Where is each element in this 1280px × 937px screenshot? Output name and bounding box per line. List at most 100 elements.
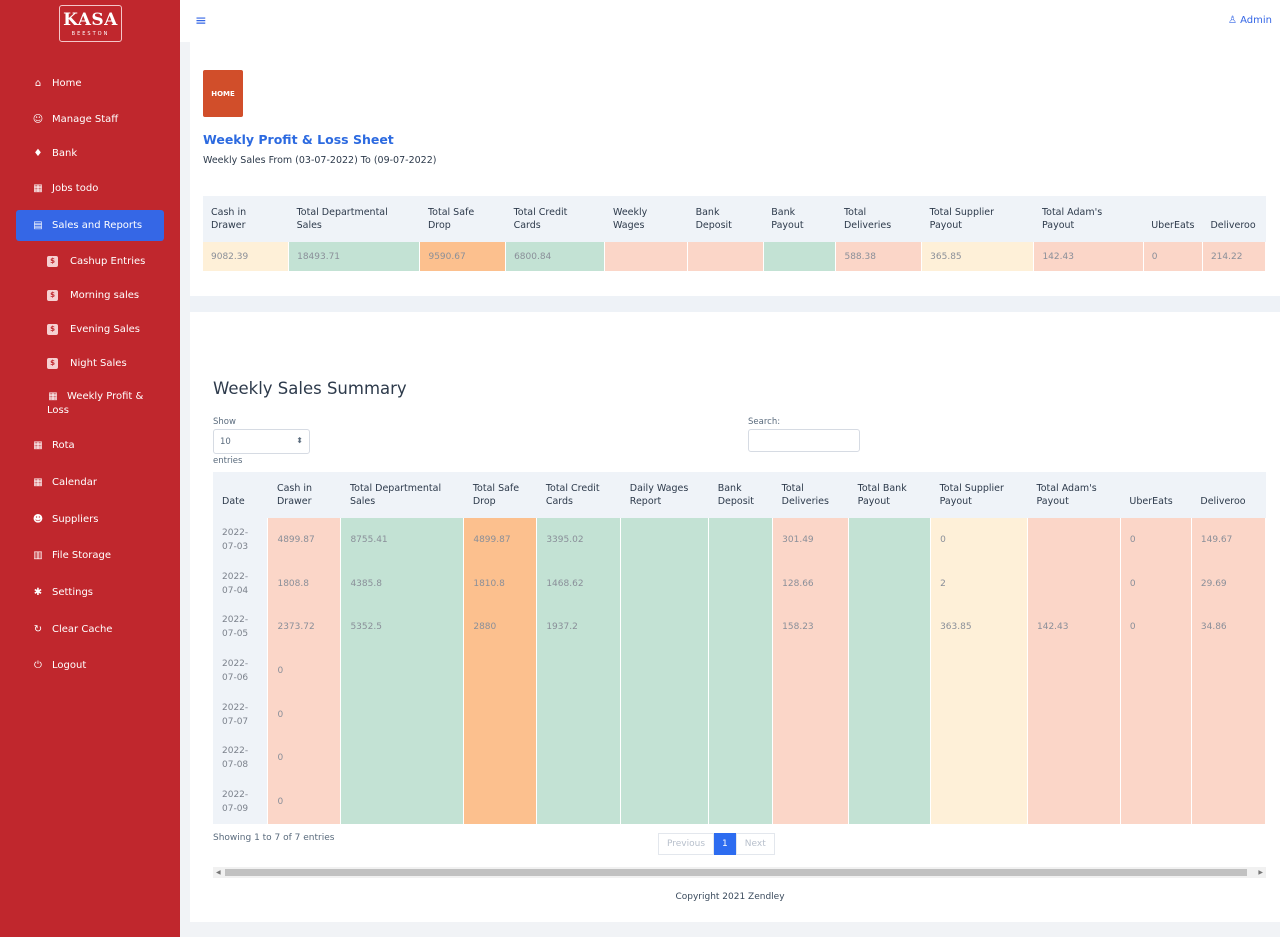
page-1-button[interactable]: 1 bbox=[714, 833, 736, 855]
column-header: Cash in Drawer bbox=[203, 196, 289, 242]
table-cell bbox=[708, 692, 774, 737]
dollar-icon: $ bbox=[47, 255, 58, 267]
table-cell bbox=[848, 561, 932, 606]
scroll-left-icon[interactable]: ◀ bbox=[216, 869, 221, 876]
search-input[interactable] bbox=[748, 429, 860, 452]
column-header[interactable]: Total Credit Cards bbox=[536, 472, 621, 518]
scroll-right-icon[interactable]: ▶ bbox=[1258, 869, 1263, 876]
table-cell bbox=[536, 780, 622, 824]
dollar-icon: $ bbox=[47, 357, 58, 369]
sidebar-item-jobs-todo[interactable]: ▦ Jobs todo bbox=[0, 181, 180, 195]
table-cell bbox=[340, 692, 465, 737]
previous-button[interactable]: Previous bbox=[658, 833, 715, 855]
sidebar-subitem-weekly-profit-loss[interactable]: ▦ Weekly Profit & Loss bbox=[0, 390, 180, 418]
sidebar-item-manage-staff[interactable]: ☺ Manage Staff bbox=[0, 112, 180, 126]
table-row: 2022- 07-04 1808.8 4385.8 1810.8 1468.62 128.6… bbox=[213, 561, 1267, 606]
section-title: Weekly Sales Summary bbox=[213, 379, 407, 398]
sidebar-subitem-cashup-entries[interactable]: $ Cashup Entries bbox=[0, 254, 180, 268]
home-icon: ⌂ bbox=[34, 77, 42, 89]
dollar-icon: $ bbox=[47, 323, 58, 335]
next-button[interactable]: Next bbox=[735, 833, 775, 855]
column-header[interactable]: Daily Wages Report bbox=[620, 472, 709, 518]
column-header[interactable]: Cash in Drawer bbox=[267, 472, 341, 518]
table-cell: 2880 bbox=[463, 605, 538, 650]
table-cell: 18493.71 bbox=[288, 242, 421, 271]
page-length-select[interactable]: 10 ⬍ bbox=[213, 429, 310, 454]
column-header[interactable]: Deliveroo bbox=[1191, 472, 1266, 518]
table-cell bbox=[1027, 780, 1121, 824]
date-cell: 2022- 07-08 bbox=[213, 736, 269, 781]
column-header: Total Deliveries bbox=[835, 196, 922, 242]
column-header: UberEats bbox=[1143, 196, 1203, 242]
table-cell: 158.23 bbox=[772, 605, 850, 650]
table-cell bbox=[1191, 736, 1267, 781]
table-info: Showing 1 to 7 of 7 entries bbox=[213, 833, 335, 843]
table-cell: 365.85 bbox=[921, 242, 1035, 271]
table-cell bbox=[708, 649, 774, 693]
column-header[interactable]: UberEats bbox=[1120, 472, 1192, 518]
table-cell bbox=[930, 780, 1028, 824]
table-cell: 142.43 bbox=[1027, 605, 1121, 650]
sidebar-subitem-evening-sales[interactable]: $ Evening Sales bbox=[0, 322, 180, 336]
refresh-icon: ↻ bbox=[33, 623, 43, 635]
hamburger-menu-icon[interactable]: ≡ bbox=[195, 13, 207, 29]
table-row: 2022- 07-08 0 bbox=[213, 736, 1267, 781]
show-label: Show bbox=[213, 417, 236, 427]
table-cell bbox=[463, 736, 538, 781]
table-cell bbox=[848, 605, 932, 650]
sidebar-item-label: Rota bbox=[52, 439, 75, 451]
piggy-bank-icon: ♦ bbox=[33, 147, 43, 159]
table-cell: 0 bbox=[267, 692, 342, 737]
table-cell: 5352.5 bbox=[340, 605, 465, 650]
table-cell: 588.38 bbox=[835, 242, 923, 271]
sidebar-item-clear-cache[interactable]: ↻ Clear Cache bbox=[0, 622, 180, 636]
sidebar-item-settings[interactable]: ✱ Settings bbox=[0, 585, 180, 599]
sidebar-item-sales-and-reports[interactable]: ▤ Sales and Reports bbox=[16, 210, 164, 241]
sidebar-item-suppliers[interactable]: ☻ Suppliers bbox=[0, 512, 180, 526]
table-cell bbox=[1027, 561, 1121, 606]
sidebar-item-calendar[interactable]: ▦ Calendar bbox=[0, 475, 180, 489]
sidebar-item-label: Home bbox=[52, 77, 82, 89]
column-header[interactable]: Total Deliveries bbox=[772, 472, 849, 518]
column-header: Total Adam's Payout bbox=[1033, 196, 1144, 242]
table-cell bbox=[536, 736, 622, 781]
horizontal-scrollbar[interactable]: ◀ ▶ bbox=[213, 867, 1266, 878]
column-header[interactable]: Date bbox=[213, 472, 268, 518]
sidebar-subitem-night-sales[interactable]: $ Night Sales bbox=[0, 356, 180, 370]
sidebar-item-label: Calendar bbox=[52, 476, 97, 488]
column-header[interactable]: Total Departmental Sales bbox=[340, 472, 464, 518]
sidebar-item-bank[interactable]: ♦ Bank bbox=[0, 146, 180, 160]
table-cell: 0 bbox=[267, 649, 342, 693]
brand-logo[interactable]: KASA BEESTON bbox=[59, 5, 122, 42]
weekly-sales-table: Date Cash in Drawer Total Departmental Sal… bbox=[213, 472, 1267, 824]
scrollbar-thumb[interactable] bbox=[225, 869, 1247, 876]
home-badge[interactable]: HOME bbox=[203, 70, 243, 117]
table-cell bbox=[1191, 780, 1267, 824]
table-cell bbox=[1120, 780, 1192, 824]
sidebar-item-logout[interactable]: ⏻ Logout bbox=[0, 658, 180, 672]
column-header[interactable]: Total Bank Payout bbox=[848, 472, 931, 518]
column-header: Bank Payout bbox=[763, 196, 836, 242]
sidebar-subitem-morning-sales[interactable]: $ Morning sales bbox=[0, 288, 180, 302]
column-header[interactable]: Bank Deposit bbox=[708, 472, 773, 518]
table-cell bbox=[620, 692, 710, 737]
table-cell bbox=[848, 736, 932, 781]
column-header: Total Departmental Sales bbox=[288, 196, 420, 242]
column-header[interactable]: Total Safe Drop bbox=[463, 472, 537, 518]
content-panel: HOME Weekly Profit & Loss Sheet Weekly S… bbox=[190, 42, 1280, 922]
sidebar-item-home[interactable]: ⌂ Home bbox=[0, 76, 180, 90]
table-cell bbox=[340, 736, 465, 781]
table-cell: 6800.84 bbox=[505, 242, 606, 271]
column-header[interactable]: Total Adam's Payout bbox=[1027, 472, 1121, 518]
user-menu[interactable]: ♙ Admin bbox=[1228, 15, 1272, 26]
table-cell bbox=[463, 692, 538, 737]
sidebar-item-file-storage[interactable]: ▥ File Storage bbox=[0, 548, 180, 562]
sidebar-item-rota[interactable]: ▦ Rota bbox=[0, 438, 180, 452]
sidebar-item-label: Weekly Profit & bbox=[67, 391, 144, 402]
column-header[interactable]: Total Supplier Payout bbox=[930, 472, 1028, 518]
sidebar-item-label: Logout bbox=[52, 659, 87, 671]
table-cell bbox=[463, 780, 538, 824]
date-cell: 2022- 07-04 bbox=[213, 561, 269, 606]
date-cell: 2022- 07-09 bbox=[213, 780, 269, 824]
users-icon: ☻ bbox=[32, 513, 44, 525]
